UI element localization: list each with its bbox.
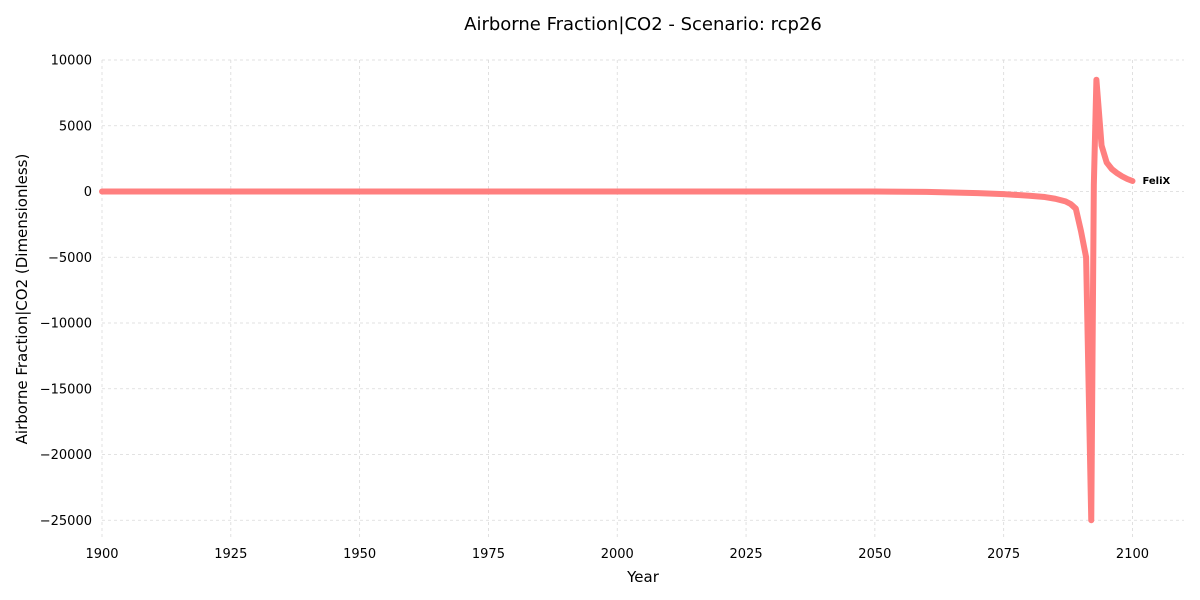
x-axis-ticks: 1900 1925 1950 1975 2000 2025 2050 2075 2100 [85, 547, 1149, 562]
x-axis-title: Year [626, 568, 660, 586]
x-tick-label: 1975 [472, 547, 505, 562]
y-tick-label: 0 [84, 185, 92, 200]
y-tick-label: 5000 [59, 119, 92, 134]
x-tick-label: 1900 [85, 547, 118, 562]
y-axis-ticks: 10000 5000 0 −5000 −10000 −15000 −20000 −25000 [40, 54, 92, 529]
grid-lines [101, 59, 1184, 540]
x-tick-label: 2025 [730, 547, 763, 562]
x-tick-label: 1950 [343, 547, 376, 562]
chart-title: Airborne Fraction|CO2 - Scenario: rcp26 [464, 14, 822, 35]
y-tick-label: −20000 [40, 448, 92, 463]
y-tick-label: −5000 [48, 251, 92, 266]
series-end-label: FeliX [1142, 176, 1170, 187]
y-tick-label: −10000 [40, 317, 92, 332]
y-tick-label: −15000 [40, 382, 92, 397]
x-tick-label: 2100 [1116, 547, 1149, 562]
y-tick-label: −25000 [40, 514, 92, 529]
x-tick-label: 2000 [601, 547, 634, 562]
x-tick-label: 2075 [987, 547, 1020, 562]
y-axis-title: Airborne Fraction|CO2 (Dimensionless) [13, 154, 31, 445]
x-tick-label: 2050 [858, 547, 891, 562]
series-layer: FeliX [99, 76, 1171, 524]
x-tick-label: 1925 [214, 547, 247, 562]
series-line-felix [99, 76, 1136, 524]
y-tick-label: 10000 [51, 54, 92, 69]
